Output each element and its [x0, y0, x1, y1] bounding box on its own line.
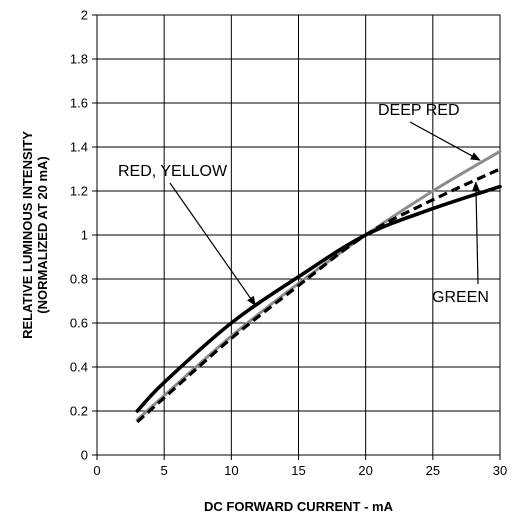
- annotation-label-deep-red: DEEP RED: [378, 102, 460, 119]
- annotation-arrow-deep-red: [409, 121, 481, 161]
- x-tick-label: 5: [161, 463, 168, 478]
- x-tick-label: 30: [493, 463, 507, 478]
- y-axis-title-line1: RELATIVE LUMINOUS INTENSITY: [20, 131, 35, 339]
- x-tick-label: 10: [224, 463, 238, 478]
- x-tick-label: 0: [93, 463, 100, 478]
- y-tick-label: 2: [81, 8, 88, 23]
- tick-labels: 0 5 10 15 20 25 30 0 0.2 0.4 0.6 0.8 1 1.2 1.4 1.6 1.8 2: [70, 8, 507, 479]
- y-tick-label: 0.2: [70, 404, 88, 419]
- y-axis-title-line2: (NORMALIZED AT 20 mA): [35, 156, 50, 313]
- series-line-deep-red: [135, 149, 502, 422]
- y-tick-label: 0: [81, 448, 88, 463]
- annotation-label-green: GREEN: [432, 289, 489, 306]
- series-line-green: [136, 167, 501, 424]
- y-tick-label: 1.6: [70, 96, 88, 111]
- series-line-red-yellow: [135, 184, 502, 413]
- y-tick-label: 0.6: [70, 316, 88, 331]
- x-axis-title: DC FORWARD CURRENT - mA: [204, 499, 394, 514]
- y-tick-label: 1.4: [70, 140, 88, 155]
- y-tick-label: 1: [81, 228, 88, 243]
- y-tick-label: 0.4: [70, 360, 88, 375]
- series-layer: [135, 149, 502, 424]
- annotation-label-red-yellow: RED, YELLOW: [118, 163, 228, 180]
- annotation-arrow-green: [472, 181, 481, 285]
- x-tick-label: 20: [358, 463, 372, 478]
- y-tick-label: 1.2: [70, 184, 88, 199]
- y-tick-label: 0.8: [70, 272, 88, 287]
- y-tick-label: 1.8: [70, 52, 88, 67]
- x-tick-label: 15: [291, 463, 305, 478]
- annotations: RED, YELLOW DEEP RED GREEN: [118, 102, 489, 307]
- x-tick-label: 25: [426, 463, 440, 478]
- annotation-arrow-red-yellow: [169, 182, 257, 307]
